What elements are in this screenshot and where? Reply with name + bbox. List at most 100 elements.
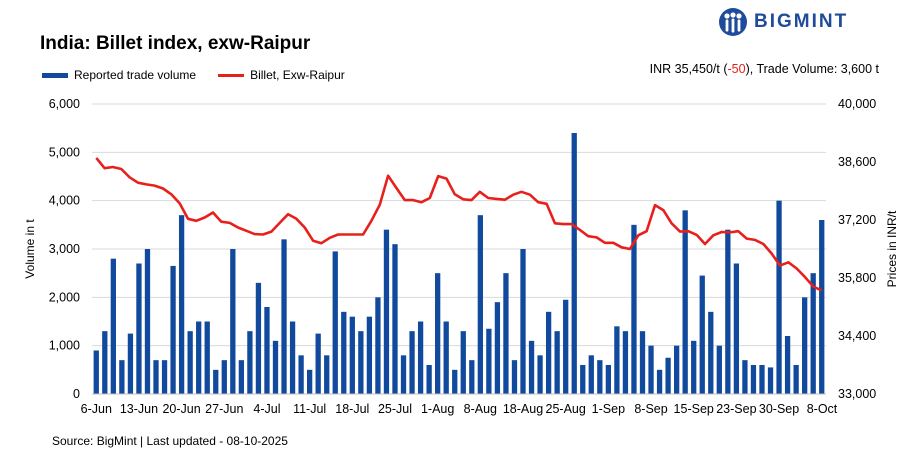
volume-bar [170,265,176,394]
volume-bar [400,355,407,394]
volume-bar [545,311,552,394]
x-tick-label: 18-Jul [335,402,369,416]
volume-bar [144,249,151,394]
x-tick-label: 1-Aug [421,402,454,416]
legend-item-price: Billet, Exw-Raipur [218,68,345,82]
legend-swatch-price [218,73,245,77]
volume-bar [204,321,210,394]
volume-bar [750,365,757,394]
volume-bar [571,133,577,394]
x-tick-label: 8-Sep [634,402,667,416]
volume-bar [793,365,799,394]
volume-bar [725,229,731,394]
volume-bar [127,333,134,394]
volume-bar [366,316,373,394]
volume-bar [528,340,535,394]
volume-bar [417,321,424,394]
brand-name: BIGMINT [754,11,849,32]
volume-bar [605,365,612,394]
volume-bar [238,360,245,394]
x-tick-label: 23-Sep [716,402,756,416]
volume-bar [264,307,270,394]
volume-bar [93,350,99,394]
x-tick-label: 15-Sep [674,402,714,416]
volume-bar [289,321,296,394]
volume-bar [776,200,782,394]
volume-bar [733,263,740,394]
volume-bar [315,333,321,394]
volume-bar [230,249,236,394]
volume-bar [631,224,637,394]
volume-bar [597,360,603,394]
summary-prefix: INR 35,450/t ( [649,62,728,76]
y2-tick-label: 33,000 [838,387,876,401]
volume-bar [511,360,518,394]
volume-bar [716,345,722,394]
chart-legend: Reported trade volume Billet, Exw-Raipur [42,68,367,82]
y-tick-label: 4,000 [49,194,80,208]
volume-bar [469,360,475,394]
y-tick-label: 2,000 [49,290,80,304]
volume-bar [187,331,193,394]
volume-bar [460,331,466,394]
volume-bar [332,251,338,394]
volume-bar [614,326,620,394]
volume-bar [759,365,765,394]
y2-tick-label: 37,200 [838,213,876,227]
summary-suffix: ), Trade Volume: 3,600 t [745,62,879,76]
x-tick-label: 27-Jun [205,402,243,416]
summary-change: -50 [727,62,746,76]
x-tick-label: 8-Aug [464,402,497,416]
x-tick-label: 25-Aug [546,402,586,416]
volume-bar [537,355,543,394]
legend-label-price: Billet, Exw-Raipur [250,68,345,82]
bigmint-logo-icon [719,8,747,36]
volume-bar [648,345,654,394]
x-tick-label: 18-Aug [503,402,543,416]
volume-bar [494,302,501,394]
price-summary: INR 35,450/t (-50), Trade Volume: 3,600 … [650,62,879,76]
volume-bar [486,328,492,394]
volume-bar [426,365,432,394]
volume-bar [802,297,808,394]
y-tick-label: 6,000 [49,97,80,111]
volume-bar [477,215,483,394]
y-axis-title: Volume in t [23,219,37,279]
y2-tick-label: 38,600 [838,155,876,169]
volume-bar [580,365,586,394]
volume-bar [767,367,774,394]
volume-bar [699,275,705,394]
y-tick-label: 1,000 [49,339,80,353]
x-tick-label: 4-Jul [253,402,280,416]
x-tick-label: 1-Sep [592,402,625,416]
volume-bar [784,336,791,394]
source-note: Source: BigMint | Last updated - 08-10-2… [52,434,288,448]
volume-bar [563,299,569,394]
y-tick-label: 5,000 [49,145,80,159]
volume-bar [554,331,560,394]
volume-bar [656,369,663,394]
volume-bar [392,244,398,394]
volume-bar [383,229,390,394]
volume-bar [341,311,347,394]
volume-bar [665,357,671,394]
volume-bar [358,331,364,394]
x-tick-label: 13-Jun [120,402,158,416]
price-line [95,157,823,292]
legend-swatch-volume [42,72,68,78]
x-tick-label: 20-Jun [162,402,200,416]
y2-tick-label: 40,000 [838,97,876,111]
volume-bar [691,340,697,394]
volume-bar [161,360,168,394]
volume-bar [221,360,227,394]
volume-bar [742,360,748,394]
volume-bar [673,345,680,394]
volume-bar [119,360,125,394]
volume-bar [503,273,509,394]
volume-bar [682,210,688,394]
volume-bar [375,297,381,394]
volume-bar [178,215,185,394]
x-tick-label: 6-Jun [81,402,112,416]
volume-bar [435,273,441,394]
